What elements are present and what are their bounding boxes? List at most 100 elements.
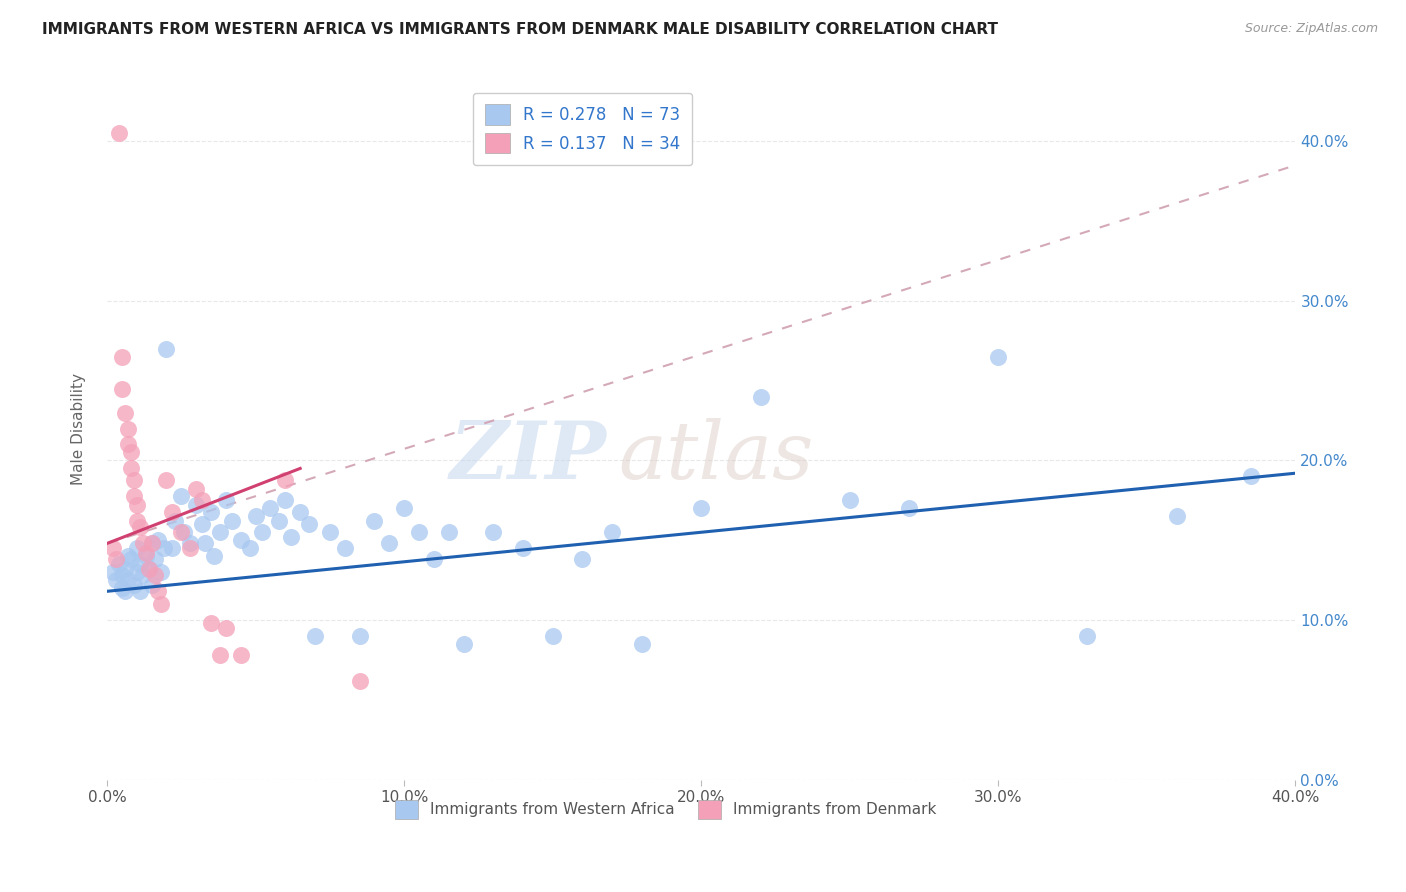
Point bbox=[135, 546, 157, 560]
Point bbox=[141, 578, 163, 592]
Point bbox=[138, 562, 160, 576]
Point bbox=[512, 541, 534, 556]
Point bbox=[132, 536, 155, 550]
Text: ZIP: ZIP bbox=[450, 417, 606, 495]
Text: IMMIGRANTS FROM WESTERN AFRICA VS IMMIGRANTS FROM DENMARK MALE DISABILITY CORREL: IMMIGRANTS FROM WESTERN AFRICA VS IMMIGR… bbox=[42, 22, 998, 37]
Point bbox=[423, 552, 446, 566]
Point bbox=[408, 525, 430, 540]
Point bbox=[155, 342, 177, 356]
Point bbox=[221, 514, 243, 528]
Point bbox=[541, 629, 564, 643]
Point bbox=[125, 514, 148, 528]
Point bbox=[108, 126, 131, 140]
Point bbox=[117, 549, 139, 564]
Point bbox=[239, 541, 262, 556]
Point bbox=[125, 541, 148, 556]
Point bbox=[101, 565, 124, 579]
Point bbox=[245, 509, 267, 524]
Point bbox=[125, 498, 148, 512]
Text: atlas: atlas bbox=[619, 417, 814, 495]
Point bbox=[114, 406, 136, 420]
Point bbox=[274, 493, 297, 508]
Point bbox=[128, 584, 150, 599]
Point bbox=[1166, 509, 1188, 524]
Point bbox=[120, 552, 142, 566]
Point bbox=[162, 504, 184, 518]
Point bbox=[194, 536, 217, 550]
Point bbox=[1240, 469, 1263, 483]
Point bbox=[138, 562, 160, 576]
Point bbox=[117, 437, 139, 451]
Point bbox=[200, 616, 222, 631]
Point bbox=[149, 597, 172, 611]
Point bbox=[125, 565, 148, 579]
Point bbox=[482, 525, 505, 540]
Point bbox=[120, 461, 142, 475]
Point bbox=[186, 482, 208, 496]
Point bbox=[165, 514, 187, 528]
Point bbox=[132, 568, 155, 582]
Point bbox=[141, 536, 163, 550]
Point bbox=[215, 493, 238, 508]
Point bbox=[179, 536, 201, 550]
Point bbox=[363, 514, 385, 528]
Legend: Immigrants from Western Africa, Immigrants from Denmark: Immigrants from Western Africa, Immigran… bbox=[389, 794, 942, 824]
Point bbox=[152, 541, 174, 556]
Point bbox=[162, 541, 184, 556]
Point bbox=[392, 501, 415, 516]
Point bbox=[128, 520, 150, 534]
Point bbox=[155, 473, 177, 487]
Point bbox=[111, 382, 134, 396]
Point bbox=[349, 673, 371, 688]
Point bbox=[170, 489, 193, 503]
Point bbox=[191, 517, 214, 532]
Point bbox=[170, 525, 193, 540]
Point bbox=[571, 552, 593, 566]
Point bbox=[117, 573, 139, 587]
Point bbox=[987, 350, 1010, 364]
Point bbox=[200, 504, 222, 518]
Y-axis label: Male Disability: Male Disability bbox=[72, 373, 86, 484]
Point bbox=[117, 421, 139, 435]
Point bbox=[749, 390, 772, 404]
Point bbox=[122, 473, 145, 487]
Point bbox=[274, 473, 297, 487]
Point bbox=[141, 536, 163, 550]
Point bbox=[437, 525, 460, 540]
Point bbox=[600, 525, 623, 540]
Point bbox=[143, 568, 166, 582]
Point bbox=[269, 514, 291, 528]
Point bbox=[349, 629, 371, 643]
Point bbox=[173, 525, 195, 540]
Point bbox=[229, 648, 252, 662]
Point bbox=[111, 581, 134, 595]
Point bbox=[114, 584, 136, 599]
Point bbox=[690, 501, 713, 516]
Point bbox=[146, 584, 169, 599]
Point bbox=[114, 562, 136, 576]
Point bbox=[149, 565, 172, 579]
Point bbox=[143, 552, 166, 566]
Point bbox=[146, 533, 169, 548]
Point bbox=[898, 501, 921, 516]
Point bbox=[333, 541, 356, 556]
Point bbox=[191, 493, 214, 508]
Point bbox=[208, 525, 231, 540]
Point bbox=[104, 573, 127, 587]
Point bbox=[319, 525, 342, 540]
Text: Source: ZipAtlas.com: Source: ZipAtlas.com bbox=[1244, 22, 1378, 36]
Point bbox=[122, 489, 145, 503]
Point bbox=[250, 525, 273, 540]
Point bbox=[104, 552, 127, 566]
Point bbox=[298, 517, 321, 532]
Point bbox=[101, 541, 124, 556]
Point bbox=[186, 498, 208, 512]
Point bbox=[378, 536, 401, 550]
Point bbox=[215, 621, 238, 635]
Point bbox=[280, 530, 302, 544]
Point bbox=[838, 493, 860, 508]
Point bbox=[111, 350, 134, 364]
Point bbox=[179, 541, 201, 556]
Point bbox=[259, 501, 281, 516]
Point bbox=[208, 648, 231, 662]
